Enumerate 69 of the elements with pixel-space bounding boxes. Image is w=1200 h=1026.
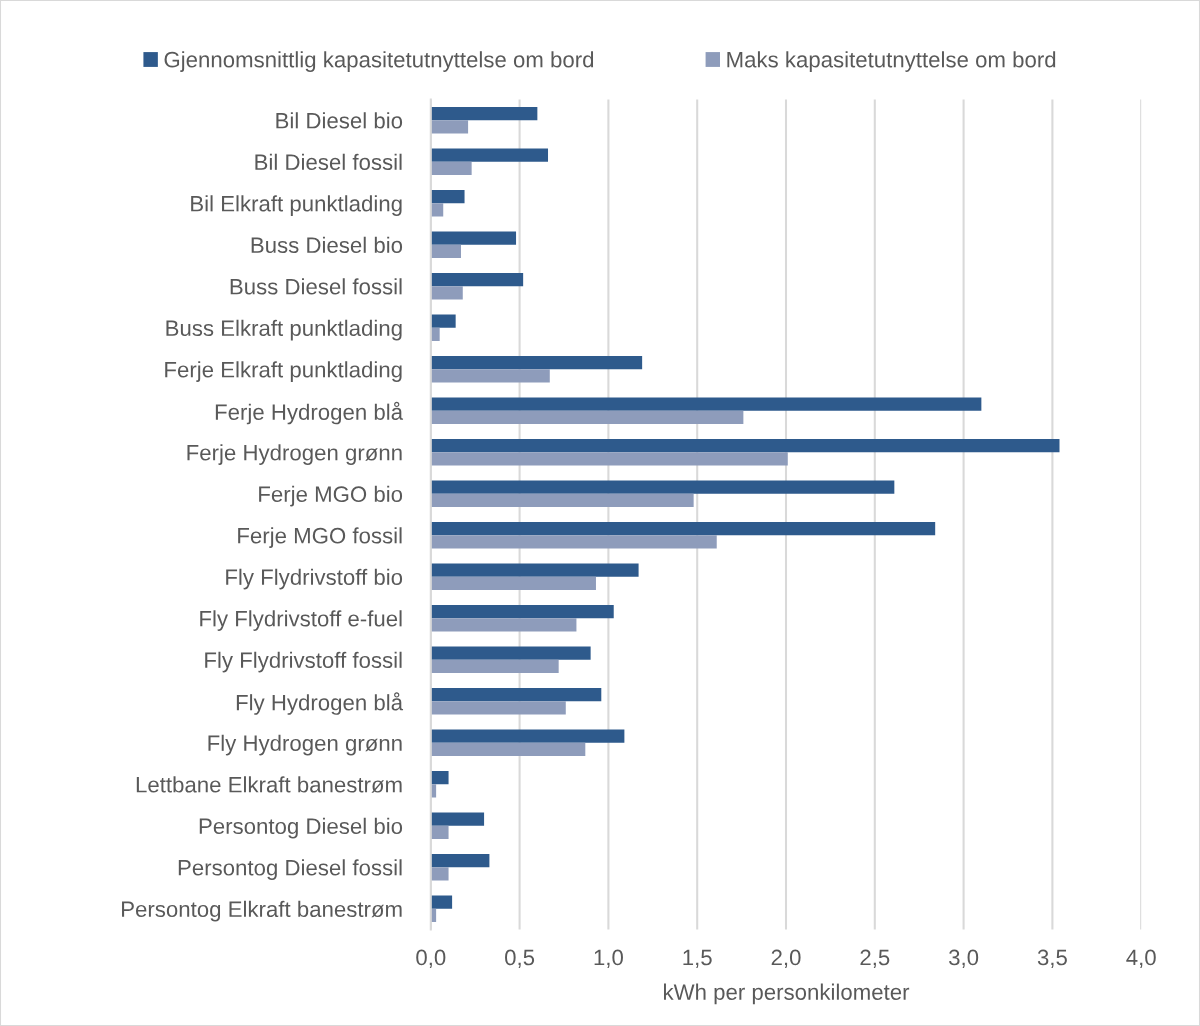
bar	[430, 618, 577, 632]
x-tick-label: 3,0	[949, 949, 979, 968]
bar	[430, 369, 550, 383]
y-tick-label: Buss Diesel bio	[251, 236, 403, 254]
bar	[430, 771, 449, 785]
bar	[430, 397, 982, 411]
bar	[430, 535, 717, 549]
bar	[430, 452, 788, 466]
bar	[430, 688, 602, 702]
y-tick-label: Fly Hydrogen grønn	[208, 734, 402, 756]
bar	[430, 273, 524, 287]
bar	[430, 120, 469, 134]
bar	[430, 854, 490, 868]
legend-label: Maks kapasitetutnyttelse om bord	[727, 51, 1056, 72]
x-tick-label: 4,0	[1126, 949, 1156, 968]
bar	[430, 825, 449, 840]
bar	[430, 646, 591, 660]
y-tick-label: Bil Diesel fossil	[255, 153, 402, 171]
y-tick-label: Ferje Hydrogen grønn	[187, 444, 402, 465]
bar	[430, 203, 444, 217]
x-tick-label: 1,5	[683, 949, 712, 968]
y-tick-label: Buss Diesel fossil	[230, 278, 402, 295]
y-tick-label: Ferje MGO fossil	[238, 527, 402, 548]
bar	[430, 522, 936, 536]
y-tick-label: Ferje Elkraft punktlading	[165, 361, 402, 382]
y-tick-label: Persontog Elkraft banestrøm	[122, 900, 402, 922]
bar	[430, 742, 586, 757]
y-tick-label: Fly Flydrivstoff e-fuel	[200, 610, 402, 631]
bar	[430, 231, 517, 245]
y-tick-label: Ferje Hydrogen blå	[215, 401, 404, 425]
x-tick-label: 2,0	[771, 949, 801, 968]
bar	[430, 576, 596, 591]
y-tick-label: Lettbane Elkraft banestrøm	[136, 776, 402, 793]
bar	[430, 563, 639, 577]
bar	[430, 480, 895, 494]
bar	[430, 605, 614, 619]
bar	[430, 895, 453, 909]
bar	[430, 314, 456, 328]
bar	[430, 439, 1060, 453]
y-tick-label: Bil Elkraft punktlading	[191, 195, 402, 216]
bar	[430, 812, 485, 826]
x-tick-label: 0,0	[416, 949, 446, 968]
bar	[430, 106, 538, 121]
bar	[430, 701, 566, 715]
x-tick-label: 0,5	[505, 949, 535, 968]
bar	[430, 729, 625, 743]
y-tick-label: Fly Flydrivstoff bio	[226, 568, 403, 590]
bar	[430, 190, 465, 204]
y-tick-label: Bil Diesel bio	[276, 112, 403, 129]
y-tick-label: Persontog Diesel fossil	[178, 859, 402, 880]
bar	[430, 493, 694, 508]
y-tick-label: Fly Hydrogen blå	[236, 692, 404, 715]
bar	[430, 244, 461, 259]
bar	[430, 410, 744, 425]
legend-label: Gjennomsnittlig kapasitetutnyttelse om bord	[164, 51, 594, 72]
bar	[430, 867, 449, 881]
y-tick-label: Ferje MGO bio	[259, 485, 403, 507]
x-axis-title: kWh per personkilometer	[664, 983, 910, 1005]
x-tick-label: 1,0	[594, 949, 623, 968]
bar	[430, 148, 549, 162]
y-tick-label: Buss Elkraft punktlading	[166, 319, 402, 341]
bar	[430, 161, 472, 176]
y-tick-label: Persontog Diesel bio	[199, 817, 403, 839]
bar	[430, 659, 559, 674]
y-tick-label: Fly Flydrivstoff fossil	[205, 651, 402, 673]
bar	[430, 356, 643, 370]
x-tick-label: 2,5	[860, 949, 890, 968]
x-tick-label: 3,5	[1037, 949, 1067, 968]
bar	[430, 286, 463, 300]
